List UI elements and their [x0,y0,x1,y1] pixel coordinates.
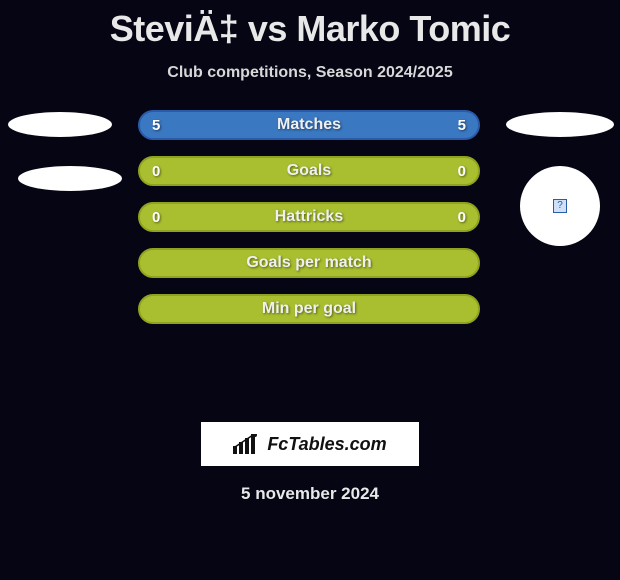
date-text: 5 november 2024 [0,484,620,504]
player-left-oval-2 [18,166,122,191]
stat-row-matches: 5 Matches 5 [138,110,480,140]
page-title: SteviÄ‡ vs Marko Tomic [0,0,620,50]
stat-row-goals: 0 Goals 0 [138,156,480,186]
comparison-stage: ? 5 Matches 5 0 Goals 0 0 Hattricks 0 Go… [0,112,620,412]
brand-badge: FcTables.com [201,422,419,466]
stat-label: Min per goal [262,300,356,318]
player-left-oval-1 [8,112,112,137]
stat-left-value: 0 [152,204,160,230]
image-placeholder-icon: ? [553,199,567,213]
stat-left-value: 5 [152,112,160,138]
subtitle: Club competitions, Season 2024/2025 [0,64,620,82]
stat-label: Hattricks [275,208,343,226]
stat-row-hattricks: 0 Hattricks 0 [138,202,480,232]
stat-right-value: 0 [458,204,466,230]
player-right-oval-1 [506,112,614,137]
stat-label: Matches [277,116,341,134]
stat-label: Goals [287,162,331,180]
bars-icon [233,434,261,454]
stat-right-value: 5 [458,112,466,138]
brand-text: FcTables.com [267,434,386,455]
stat-row-min-per-goal: Min per goal [138,294,480,324]
stat-rows: 5 Matches 5 0 Goals 0 0 Hattricks 0 Goal… [138,110,480,340]
stat-label: Goals per match [246,254,371,272]
stat-row-goals-per-match: Goals per match [138,248,480,278]
stat-right-value: 0 [458,158,466,184]
stat-left-value: 0 [152,158,160,184]
player-right-circle: ? [520,166,600,246]
